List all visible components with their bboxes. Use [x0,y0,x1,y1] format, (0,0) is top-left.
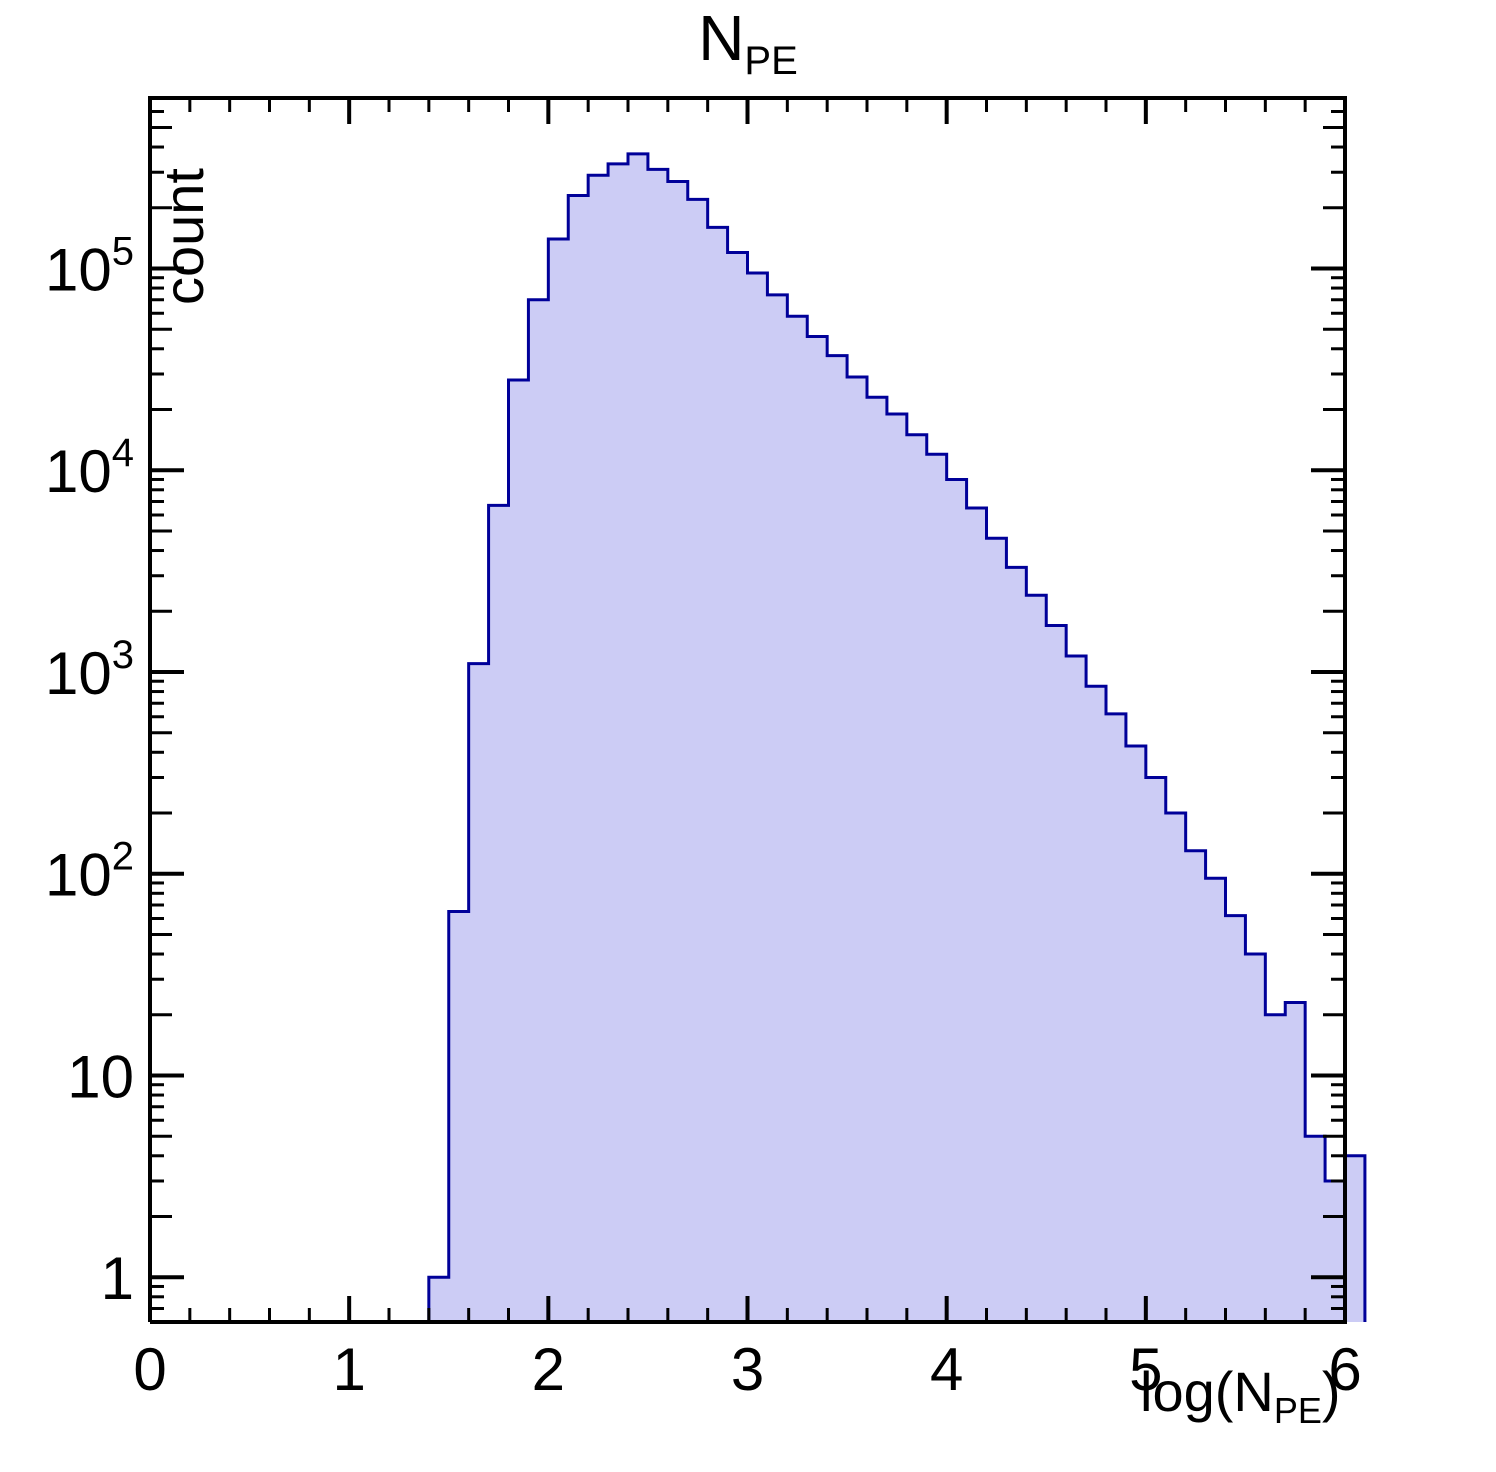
x-tick-label: 4 [930,1336,963,1403]
x-tick-label: 1 [332,1336,365,1403]
y-tick-label: 10 [67,1043,134,1110]
histogram-bars [428,153,1365,1323]
page-title: NPE [0,6,1496,81]
x-tick-label: 5 [1129,1336,1162,1403]
histogram-step-line [427,152,1367,1322]
x-tick-label: 6 [1328,1336,1361,1403]
title-base: N [698,2,745,74]
x-axis-title: log(NPE) [1140,1364,1341,1439]
x-axis-ticks [148,98,1347,1322]
y-tick-label: 103 [45,633,134,707]
y-tick-label: 102 [45,835,134,909]
x-axis-title-base: log(N [1140,1360,1274,1423]
y-tick-label: 105 [45,229,134,303]
histogram-outline [427,152,1367,1322]
x-tick-label: 2 [532,1336,565,1403]
x-axis-tick-labels: 0 1 2 3 4 5 6 [133,1336,1361,1403]
x-axis-title-subscript: PE [1273,1390,1322,1432]
histogram-fill [428,153,1365,1323]
x-tick-label: 0 [133,1336,166,1403]
y-axis-tick-labels: 1 10 102 103 104 105 [45,229,134,1312]
x-tick-label: 3 [731,1336,764,1403]
y-tick-label: 1 [101,1245,134,1312]
y-axis-ticks [150,110,1345,1310]
x-axis-title-tail: ) [1321,1360,1341,1423]
y-tick-label: 104 [45,431,134,505]
title-subscript: PE [744,38,798,83]
